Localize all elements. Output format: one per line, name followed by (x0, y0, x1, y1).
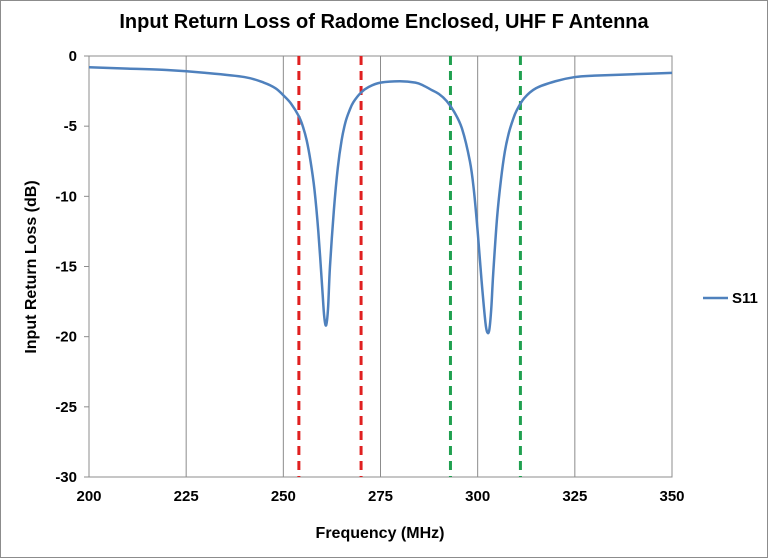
legend-label: S11 (732, 290, 758, 307)
legend: S11 (703, 290, 758, 307)
y-tick-label: -25 (55, 399, 77, 416)
series-lines (88, 65, 673, 335)
x-tick-label: 200 (76, 488, 101, 505)
x-tick-label: 225 (174, 488, 199, 505)
x-axis-label: Frequency (MHz) (316, 525, 445, 542)
series-line-s11 (88, 65, 673, 335)
y-tick-label: -10 (55, 188, 77, 205)
x-tick-label: 275 (368, 488, 393, 505)
x-tick-labels: 200 225 250 275 300 325 350 (76, 488, 684, 505)
x-tick-label: 350 (659, 488, 684, 505)
x-tick-label: 300 (465, 488, 490, 505)
x-tick-label: 250 (271, 488, 296, 505)
y-tick-label: -20 (55, 329, 77, 346)
chart-title: Input Return Loss of Radome Enclosed, UH… (119, 11, 649, 33)
y-tick-label: -5 (64, 118, 77, 135)
y-tick-label: -15 (55, 259, 77, 276)
y-tick-label: 0 (69, 48, 77, 65)
marker-lines (297, 56, 522, 477)
grid-lines (88, 56, 673, 477)
y-tick-labels: 0 -5 -10 -15 -20 -25 -30 (55, 48, 89, 486)
y-tick-label: -30 (55, 469, 77, 486)
x-tick-label: 325 (562, 488, 587, 505)
y-axis-label: Input Return Loss (dB) (23, 180, 40, 353)
